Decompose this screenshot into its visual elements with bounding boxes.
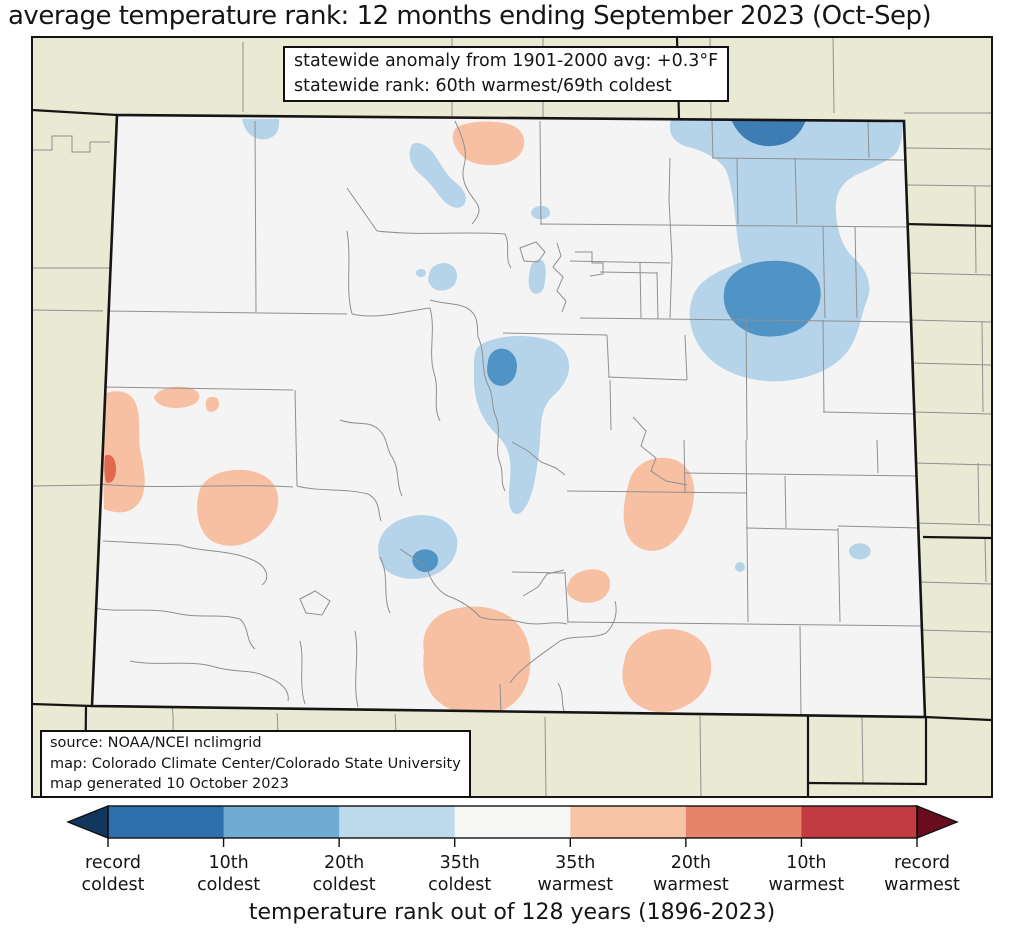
region-northwest-cold-dot: [416, 269, 426, 277]
region-granby-cold-spot: [528, 259, 546, 294]
region-north-border-cold-strip: [731, 119, 806, 147]
region-north-central-cold-spot: [242, 119, 280, 140]
region-west-border-warm-area: [103, 391, 145, 513]
region-west-border-warm-core: [104, 454, 116, 483]
colorbar-label-record-coldest: record coldest: [81, 853, 145, 895]
region-south-park-warm-spot: [566, 569, 611, 603]
colorado-state-border: [90, 113, 927, 719]
colorbar-ticks: [107, 838, 918, 847]
region-grand-county-cold-spot: [428, 263, 457, 291]
colorbar-label-35th-warmest: 35th warmest: [537, 853, 614, 895]
region-northwest-warm-dot: [205, 396, 220, 412]
statewide-anomaly-line: statewide anomaly from 1901-2000 avg: +0…: [294, 51, 719, 71]
region-northwest-warm-oval: [154, 386, 200, 409]
statewide-anomaly-box: statewide anomaly from 1901-2000 avg: +0…: [283, 46, 730, 102]
colorbar-label-20th-warmest: 20th warmest: [653, 853, 729, 895]
colorado-county-lines: [93, 120, 923, 717]
region-west-central-warm-area: [197, 469, 279, 546]
region-southeast-warm-area: [622, 629, 712, 713]
colorbar: [66, 804, 959, 847]
page-title: average temperature rank: 12 months endi…: [8, 1, 932, 31]
colorbar-arrow-record-coldest: [66, 804, 109, 840]
colorbar-label-record-warmest: record warmest: [884, 853, 960, 895]
region-north-central-warm-spot: [452, 121, 525, 166]
colorbar-label-35th-coldest: 35th coldest: [428, 853, 492, 895]
region-eastern-plains-cold-dot: [735, 562, 745, 572]
region-central-mountains-cold-core: [487, 348, 517, 386]
colorbar-outline: [107, 805, 918, 839]
region-northeast-plains-cold-core: [723, 260, 821, 337]
map-generated-line: map generated 10 October 2023: [50, 776, 289, 792]
colorbar-label-10th-coldest: 10th coldest: [197, 853, 261, 895]
region-southeast-central-warm-area: [623, 457, 695, 551]
region-san-luis-valley-warm-area: [423, 606, 531, 716]
colorbar-segments: [108, 806, 918, 838]
region-northwest-cold-streak: [409, 143, 466, 208]
region-east-border-cold-spot: [849, 543, 871, 560]
source-box: source: NOAA/NCEI nclimgrid map: Colorad…: [40, 730, 471, 798]
colorbar-axis-label: temperature rank out of 128 years (1896-…: [248, 900, 776, 925]
source-line: source: NOAA/NCEI nclimgrid: [50, 735, 262, 751]
statewide-rank-line: statewide rank: 60th warmest/69th coldes…: [294, 76, 672, 96]
region-gunnison-cold-core: [412, 549, 439, 573]
map-frame-border: [31, 36, 993, 798]
map-credit-line: map: Colorado Climate Center/Colorado St…: [50, 755, 461, 772]
region-northeast-plains-cold-area: [669, 119, 903, 382]
temperature-anomaly-regions: [103, 119, 903, 716]
colorbar-label-10th-warmest: 10th warmest: [768, 853, 845, 895]
colorbar-arrow-record-warmest: [916, 804, 959, 840]
colorbar-label-20th-coldest: 20th coldest: [312, 853, 376, 895]
